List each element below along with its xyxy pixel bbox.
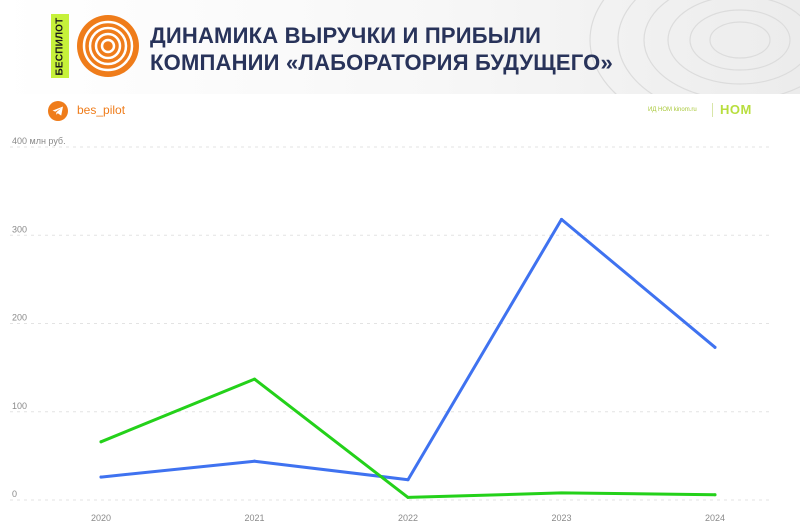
x-tick-label: 2022 [398, 513, 418, 523]
line-chart: 0 100 200 300 400 млн руб. 2020 2021 2022 2023 20… [10, 136, 770, 523]
series-1-point [253, 459, 256, 463]
x-tick-label: 2021 [244, 513, 264, 523]
brand-label: БЕСПИЛОТ [54, 17, 66, 75]
series-2-point [406, 495, 410, 499]
y-tick-label: 200 [12, 313, 27, 323]
x-tick-label: 2023 [551, 513, 571, 523]
series-2-point [713, 493, 717, 497]
series-2-point [99, 440, 103, 444]
y-tick-label: 400 млн руб. [12, 136, 66, 146]
brand-label-strip: БЕСПИЛОТ [51, 14, 69, 78]
source-bar [0, 94, 800, 130]
source-credit: ИД НОМ kinom.ru [648, 107, 697, 113]
title-line-1: ДИНАМИКА ВЫРУЧКИ И ПРИБЫЛИ [150, 23, 542, 48]
series-1-point [560, 217, 563, 221]
series-1-point [99, 475, 103, 479]
nom-logo: НОМ [720, 102, 752, 117]
wave-pattern-decoration [589, 0, 800, 94]
channel-handle-link[interactable]: bes_pilot [77, 103, 126, 117]
y-tick-label: 0 [12, 489, 17, 499]
x-tick-label: 2024 [705, 513, 725, 523]
telegram-icon[interactable] [48, 101, 68, 121]
series-2-point [253, 377, 256, 381]
y-tick-label: 100 [12, 401, 27, 411]
series-1-point [406, 478, 410, 482]
series-2-point [560, 491, 563, 495]
series-1-point [713, 345, 717, 349]
concentric-circles-logo-icon [77, 15, 139, 77]
y-tick-label: 300 [12, 224, 27, 234]
chart-title: ДИНАМИКА ВЫРУЧКИ И ПРИБЫЛИ КОМПАНИИ «ЛАБ… [150, 22, 613, 76]
source-divider [712, 103, 713, 117]
series-line-1 [99, 217, 717, 482]
title-line-2: КОМПАНИИ «ЛАБОРАТОРИЯ БУДУЩЕГО» [150, 50, 613, 75]
x-tick-label: 2020 [91, 513, 111, 523]
